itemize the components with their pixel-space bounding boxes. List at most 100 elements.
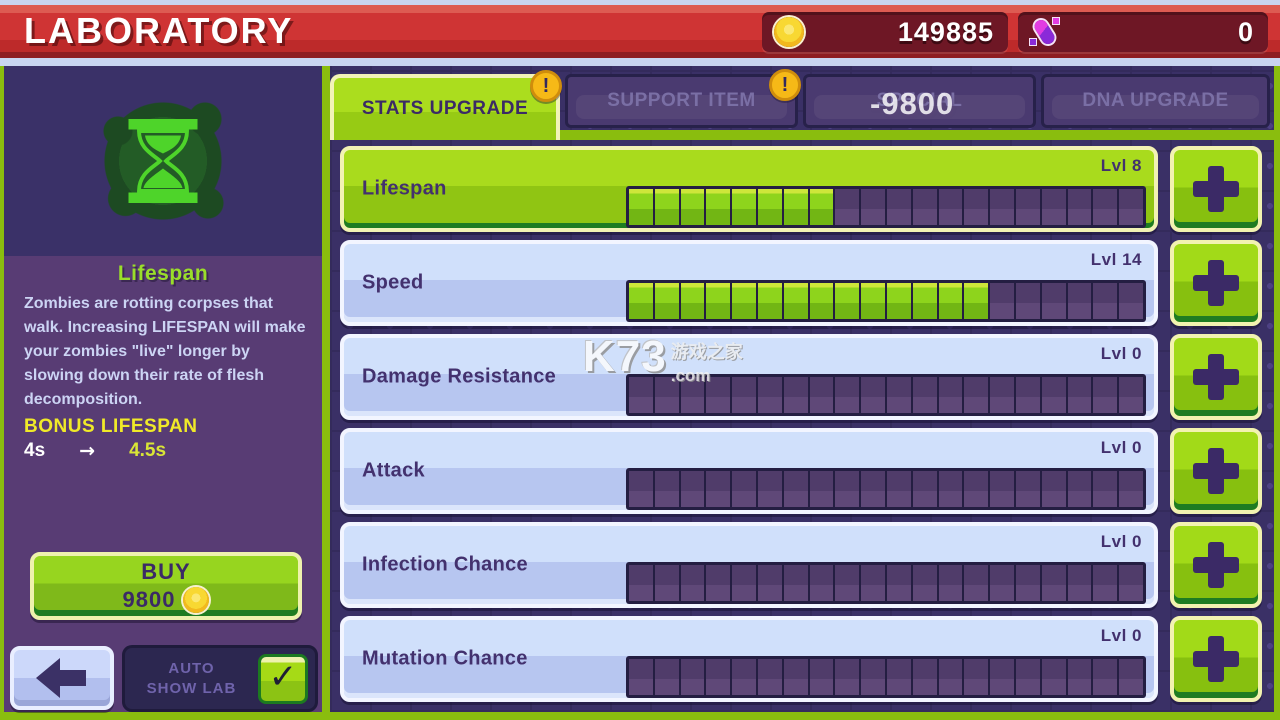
bar-cell-empty: [783, 565, 808, 601]
bar-cell-empty: [938, 377, 963, 413]
arrow-left-icon: [36, 658, 88, 698]
bar-cell-empty: [1067, 471, 1092, 507]
bar-cell-empty: [809, 471, 834, 507]
stat-name: Mutation Chance: [362, 647, 528, 670]
stat-row-speed[interactable]: Speed Lvl 14: [340, 240, 1158, 326]
bar-cell-empty: [1119, 189, 1143, 225]
upgrade-plus-button-lifespan[interactable]: [1170, 146, 1262, 232]
bar-cell-empty: [706, 659, 731, 695]
sidebar: Lifespan Zombies are rotting corpses tha…: [4, 66, 322, 712]
stat-name: Speed: [362, 271, 424, 294]
tab-support-item[interactable]: SUPPORT ITEM !: [565, 69, 801, 128]
bar-cell-empty: [680, 377, 705, 413]
exclamation-badge: !: [769, 69, 801, 101]
progress-bar: [626, 562, 1146, 604]
bar-cell-filled: [706, 189, 731, 225]
bar-cell-empty: [938, 659, 963, 695]
bar-cell-empty: [938, 565, 963, 601]
level-label: Lvl 0: [1100, 532, 1142, 551]
bar-cell-empty: [964, 659, 989, 695]
tab-stats-upgrade[interactable]: STATS UPGRADE !: [330, 70, 562, 140]
bar-cell-empty: [1093, 565, 1118, 601]
upgrade-plus-button-damage-resistance[interactable]: [1170, 334, 1262, 420]
bar-cell-empty: [757, 377, 782, 413]
tab-bar: STATS UPGRADE ! SUPPORT ITEM ! SPECIAL D…: [330, 69, 1274, 140]
stat-row-infection-chance[interactable]: Infection Chance Lvl 0: [340, 522, 1158, 608]
bar-cell-empty: [1093, 377, 1118, 413]
bar-cell-empty: [990, 565, 1014, 601]
stat-row-attack[interactable]: Attack Lvl 0: [340, 428, 1158, 514]
bar-cell-empty: [1119, 377, 1143, 413]
dna-count: 0: [1237, 16, 1254, 47]
bar-cell-empty: [1015, 659, 1040, 695]
bar-cell-empty: [706, 377, 731, 413]
bar-cell-empty: [1093, 283, 1118, 319]
bar-cell-empty: [964, 189, 989, 225]
coin-counter: 149885: [762, 12, 1008, 52]
bar-cell-empty: [1067, 283, 1092, 319]
bar-cell-empty: [757, 471, 782, 507]
stat-line-lifespan: Lifespan Lvl 8: [340, 146, 1266, 232]
bar-cell-empty: [809, 565, 834, 601]
plus-icon: [1193, 448, 1239, 494]
auto-show-lab-checkbox[interactable]: ✓: [258, 653, 308, 704]
bar-cell-empty: [1093, 659, 1118, 695]
bar-cell-empty: [757, 565, 782, 601]
bonus-current-value: 4s: [24, 440, 46, 461]
bar-cell-empty: [783, 659, 808, 695]
bar-cell-empty: [654, 565, 679, 601]
bar-cell-empty: [1119, 565, 1143, 601]
bar-cell-empty: [654, 471, 679, 507]
stat-description: Zombies are rotting corpses that walk. I…: [24, 295, 306, 408]
selected-stat-title: Lifespan: [117, 262, 209, 285]
bar-cell-filled: [757, 283, 782, 319]
tab-dna-upgrade[interactable]: DNA UPGRADE: [1041, 74, 1270, 128]
stat-name: Attack: [362, 459, 425, 482]
bar-cell-empty: [835, 659, 860, 695]
bar-cell-empty: [654, 377, 679, 413]
bar-cell-empty: [861, 189, 885, 225]
level-label: Lvl 8: [1100, 156, 1142, 175]
stat-row-lifespan[interactable]: Lifespan Lvl 8: [340, 146, 1158, 232]
hourglass-icon: [128, 119, 198, 203]
bar-cell-empty: [706, 471, 731, 507]
upgrade-plus-button-speed[interactable]: [1170, 240, 1262, 326]
level-label: Lvl 0: [1100, 438, 1142, 457]
bar-cell-empty: [990, 283, 1014, 319]
back-button[interactable]: [10, 646, 114, 710]
upgrade-plus-button-infection-chance[interactable]: [1170, 522, 1262, 608]
bar-cell-empty: [1041, 471, 1066, 507]
bar-cell-empty: [835, 377, 860, 413]
bar-cell-empty: [1067, 659, 1092, 695]
bar-cell-empty: [1041, 283, 1066, 319]
floating-cost-text: -9800: [870, 86, 955, 121]
stat-row-mutation-chance[interactable]: Mutation Chance Lvl 0: [340, 616, 1158, 702]
bar-cell-empty: [1041, 565, 1066, 601]
bar-cell-empty: [990, 189, 1014, 225]
bar-cell-empty: [990, 377, 1014, 413]
bar-cell-empty: [1015, 283, 1040, 319]
bar-cell-empty: [886, 377, 911, 413]
upgrade-plus-button-attack[interactable]: [1170, 428, 1262, 514]
tab-special[interactable]: SPECIAL: [803, 74, 1036, 128]
bar-cell-empty: [861, 377, 885, 413]
bar-cell-empty: [835, 189, 860, 225]
bar-cell-empty: [680, 659, 705, 695]
upgrade-plus-button-mutation-chance[interactable]: [1170, 616, 1262, 702]
auto-show-lab-label: AUTO SHOW LAB: [146, 660, 237, 697]
bar-cell-empty: [783, 471, 808, 507]
stat-row-damage-resistance[interactable]: Damage Resistance Lvl 0: [340, 334, 1158, 420]
bar-cell-filled: [783, 283, 808, 319]
bar-cell-empty: [1041, 377, 1066, 413]
buy-button[interactable]: BUY 9800: [30, 552, 302, 620]
bar-cell-empty: [1093, 189, 1118, 225]
check-icon: ✓: [268, 656, 298, 697]
bar-cell-empty: [809, 659, 834, 695]
stats-list: Lifespan Lvl 8 Speed Lvl 14 Damage Resistanc…: [340, 146, 1266, 702]
bar-cell-filled: [912, 283, 937, 319]
bar-cell-filled: [757, 189, 782, 225]
header-bar: LABORATORY 149885 0: [0, 0, 1280, 58]
bar-cell-empty: [783, 377, 808, 413]
bar-cell-empty: [938, 189, 963, 225]
